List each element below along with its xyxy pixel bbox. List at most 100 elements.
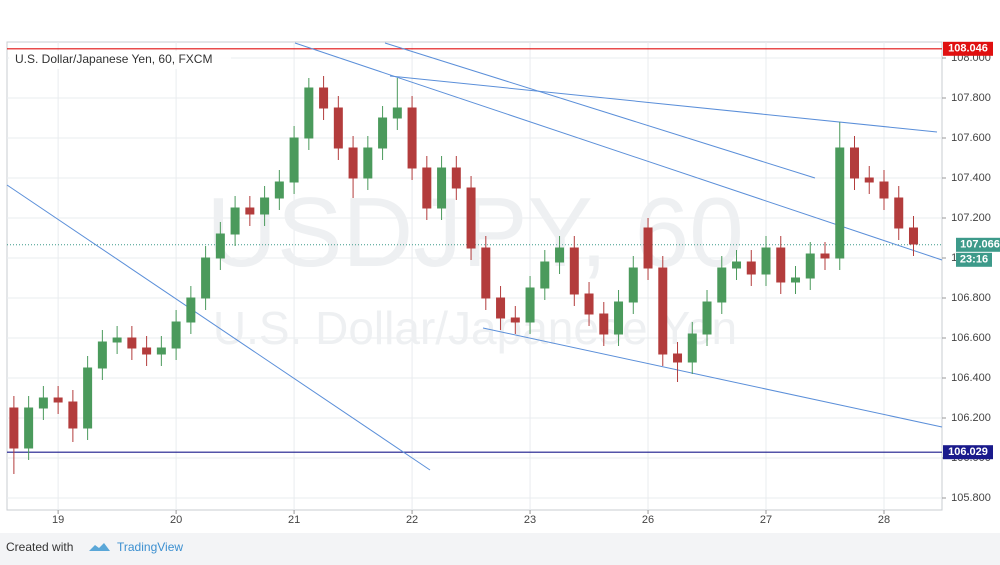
- title-bg: [9, 51, 231, 69]
- candle-body: [835, 147, 845, 259]
- candle-body: [215, 233, 225, 259]
- candle-body: [791, 277, 801, 283]
- candle-body: [363, 147, 373, 179]
- candle-body: [776, 247, 786, 283]
- price-level-tag: [943, 41, 993, 56]
- candle-body: [201, 257, 211, 299]
- candle-body: [894, 197, 904, 229]
- candle-body: [437, 167, 447, 209]
- trend-line: [482, 327, 943, 428]
- y-tick-label: 107.800: [951, 92, 991, 104]
- footer: [0, 533, 1000, 565]
- candle-body: [304, 87, 314, 139]
- candle-body: [908, 227, 918, 245]
- logo[interactable]: [89, 543, 110, 551]
- candle-body: [849, 147, 859, 179]
- countdown-tag: [956, 252, 992, 267]
- candle-body: [805, 253, 815, 279]
- candle-body: [171, 321, 181, 349]
- y-tick-label: 105.800: [951, 492, 991, 504]
- y-tick-label: 107.400: [951, 172, 991, 184]
- candle-body: [820, 253, 830, 259]
- candle-body: [422, 167, 432, 209]
- footer-text: Created with: [6, 540, 73, 554]
- candle-body: [319, 87, 329, 109]
- candle-body: [584, 293, 594, 315]
- last-price-label: 107.066: [960, 239, 1000, 251]
- candle-body: [628, 267, 638, 303]
- candle-body: [864, 177, 874, 183]
- candle-body: [392, 107, 402, 119]
- candle-body: [540, 261, 550, 289]
- candle-body: [260, 197, 270, 215]
- candle-body: [407, 107, 417, 169]
- y-tick-label: 107.200: [951, 212, 991, 224]
- candle-body: [127, 337, 137, 349]
- candle-body: [732, 261, 742, 269]
- grid: [7, 42, 942, 510]
- candle-body: [702, 301, 712, 335]
- x-tick-label: 26: [642, 514, 654, 526]
- candle-body: [496, 297, 506, 319]
- x-tick-label: 19: [52, 514, 64, 526]
- candle-body: [481, 247, 491, 299]
- candle-body: [142, 347, 152, 355]
- candles: [9, 76, 918, 474]
- x-tick-label: 21: [288, 514, 300, 526]
- candle-body: [599, 313, 609, 335]
- chart-title: U.S. Dollar/Japanese Yen, 60, FXCM: [15, 52, 212, 66]
- x-tick-label: 23: [524, 514, 536, 526]
- candle-body: [186, 297, 196, 323]
- candle-body: [746, 261, 756, 275]
- price-axis: 105.800106.000106.200106.400106.600106.8…: [52, 41, 1000, 526]
- x-tick-label: 27: [760, 514, 772, 526]
- candle-body: [555, 247, 565, 263]
- candle-body: [614, 301, 624, 335]
- candle-body: [348, 147, 358, 179]
- candle-body: [717, 267, 727, 303]
- y-tick-label: 107.600: [951, 132, 991, 144]
- trend-line: [389, 75, 938, 133]
- watermark-sub: U.S. Dollar/Japanese Yen: [213, 302, 737, 354]
- candle-body: [38, 397, 48, 409]
- candle-body: [761, 247, 771, 275]
- horizontal-lines: [7, 48, 942, 453]
- x-tick-label: 20: [170, 514, 182, 526]
- y-tick-label: 106.800: [951, 292, 991, 304]
- candle-body: [230, 207, 240, 235]
- candle-body: [466, 187, 476, 249]
- trend-line: [6, 184, 431, 471]
- candle-body: [274, 181, 284, 199]
- price-level-label: 108.046: [948, 43, 988, 55]
- x-tick-label: 22: [406, 514, 418, 526]
- trend-lines: [6, 42, 943, 471]
- candle-body: [378, 117, 388, 149]
- candle-body: [289, 137, 299, 183]
- countdown-label: 23:16: [960, 254, 988, 266]
- last-price-tag: [956, 237, 1000, 252]
- candle-body: [24, 407, 34, 449]
- candle-body: [687, 333, 697, 363]
- candle-body: [525, 287, 535, 323]
- candle-body: [643, 227, 653, 269]
- candle-body: [673, 353, 683, 363]
- plot-area: [6, 41, 943, 511]
- candle-body: [658, 267, 668, 355]
- candle-body: [569, 247, 579, 295]
- candle-body: [83, 367, 93, 429]
- candle-body: [9, 407, 19, 449]
- candle-body: [97, 341, 107, 369]
- trend-line: [294, 42, 943, 261]
- candle-body: [112, 337, 122, 343]
- candle-body: [333, 107, 343, 149]
- candle-body: [510, 317, 520, 323]
- price-level-tag: [943, 445, 993, 460]
- y-tick-label: 106.200: [951, 412, 991, 424]
- candle-body: [451, 167, 461, 189]
- x-tick-label: 28: [878, 514, 890, 526]
- trend-line: [384, 42, 816, 179]
- candle-body: [156, 347, 166, 355]
- candle-body: [68, 401, 78, 429]
- footer-brand[interactable]: TradingView: [117, 540, 183, 554]
